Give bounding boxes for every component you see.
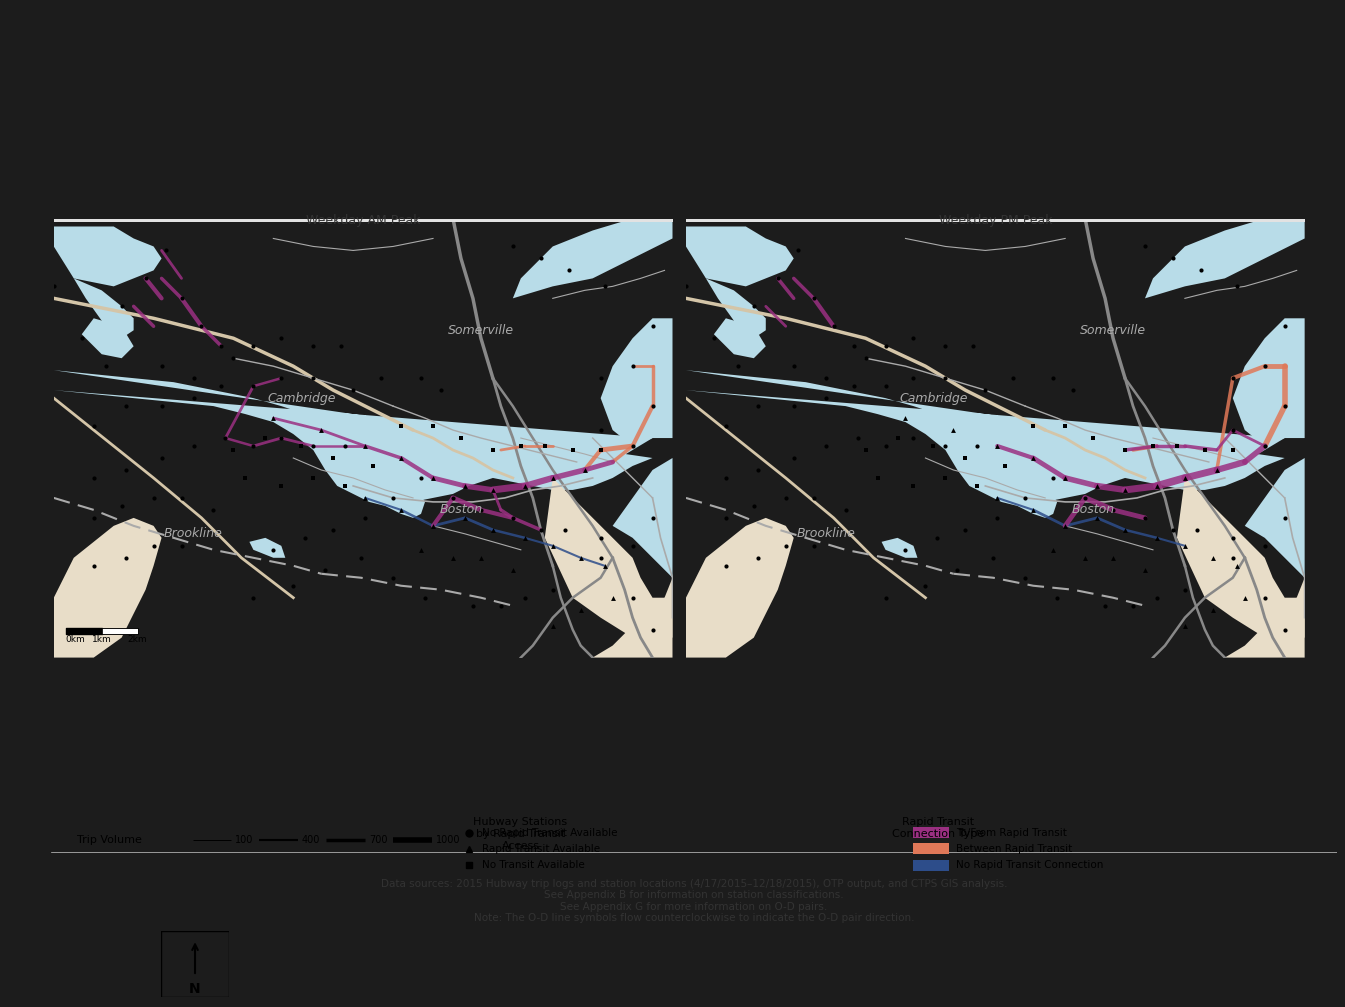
Polygon shape [986, 430, 1025, 458]
Text: 1000: 1000 [436, 835, 460, 845]
Polygon shape [573, 578, 672, 658]
Text: Brookline: Brookline [796, 528, 855, 541]
Text: Between Rapid Transit: Between Rapid Transit [956, 844, 1072, 854]
Text: Trip Volume: Trip Volume [77, 835, 141, 845]
Text: To/From Rapid Transit: To/From Rapid Transit [956, 828, 1067, 838]
Text: Hubway Stations
by Rapid Transit
Access: Hubway Stations by Rapid Transit Access [473, 818, 568, 851]
Text: N: N [190, 982, 200, 996]
Text: Weekday AM Peak: Weekday AM Peak [305, 213, 421, 227]
Bar [913, 827, 948, 838]
Polygon shape [249, 538, 285, 558]
Text: Data sources: 2015 Hubway trip logs and station locations (4/17/2015–12/18/2015): Data sources: 2015 Hubway trip logs and … [381, 878, 1007, 923]
Text: 100: 100 [235, 835, 253, 845]
Polygon shape [54, 518, 161, 658]
Polygon shape [54, 371, 652, 506]
Text: No Rapid Transit Connection: No Rapid Transit Connection [956, 860, 1104, 870]
Text: Somerville: Somerville [448, 324, 514, 336]
Polygon shape [601, 318, 672, 446]
Text: Weekday PM Peak: Weekday PM Peak [939, 213, 1052, 227]
Text: Rapid Transit
Connection Type: Rapid Transit Connection Type [892, 818, 985, 839]
Polygon shape [686, 371, 1284, 506]
Polygon shape [1177, 478, 1305, 637]
Bar [913, 860, 948, 871]
Polygon shape [686, 227, 794, 286]
Polygon shape [1017, 490, 1057, 518]
Text: Cambridge: Cambridge [268, 392, 335, 405]
Text: No Rapid Transit Available: No Rapid Transit Available [482, 828, 617, 838]
Polygon shape [1205, 578, 1305, 658]
Polygon shape [54, 227, 161, 286]
Text: Boston: Boston [1072, 504, 1115, 517]
Polygon shape [1233, 318, 1305, 446]
Polygon shape [1244, 458, 1305, 578]
Polygon shape [385, 490, 425, 518]
Polygon shape [714, 318, 765, 358]
Polygon shape [881, 538, 917, 558]
Text: Boston: Boston [440, 504, 483, 517]
Text: No Transit Available: No Transit Available [482, 860, 585, 870]
Text: 2km: 2km [128, 634, 148, 643]
Polygon shape [354, 430, 393, 458]
Text: 1km: 1km [91, 634, 112, 643]
Text: Brookline: Brookline [164, 528, 223, 541]
Polygon shape [686, 518, 794, 658]
Text: 700: 700 [369, 835, 387, 845]
Polygon shape [74, 278, 133, 338]
Polygon shape [1145, 219, 1305, 298]
Polygon shape [512, 219, 672, 298]
Text: 400: 400 [301, 835, 320, 845]
Text: Rapid Transit Available: Rapid Transit Available [482, 844, 600, 854]
Polygon shape [82, 318, 133, 358]
Text: Somerville: Somerville [1080, 324, 1146, 336]
Text: Cambridge: Cambridge [900, 392, 967, 405]
Polygon shape [545, 478, 672, 637]
Polygon shape [706, 278, 765, 338]
Polygon shape [612, 458, 672, 578]
Text: 0km: 0km [66, 634, 86, 643]
Bar [913, 844, 948, 854]
